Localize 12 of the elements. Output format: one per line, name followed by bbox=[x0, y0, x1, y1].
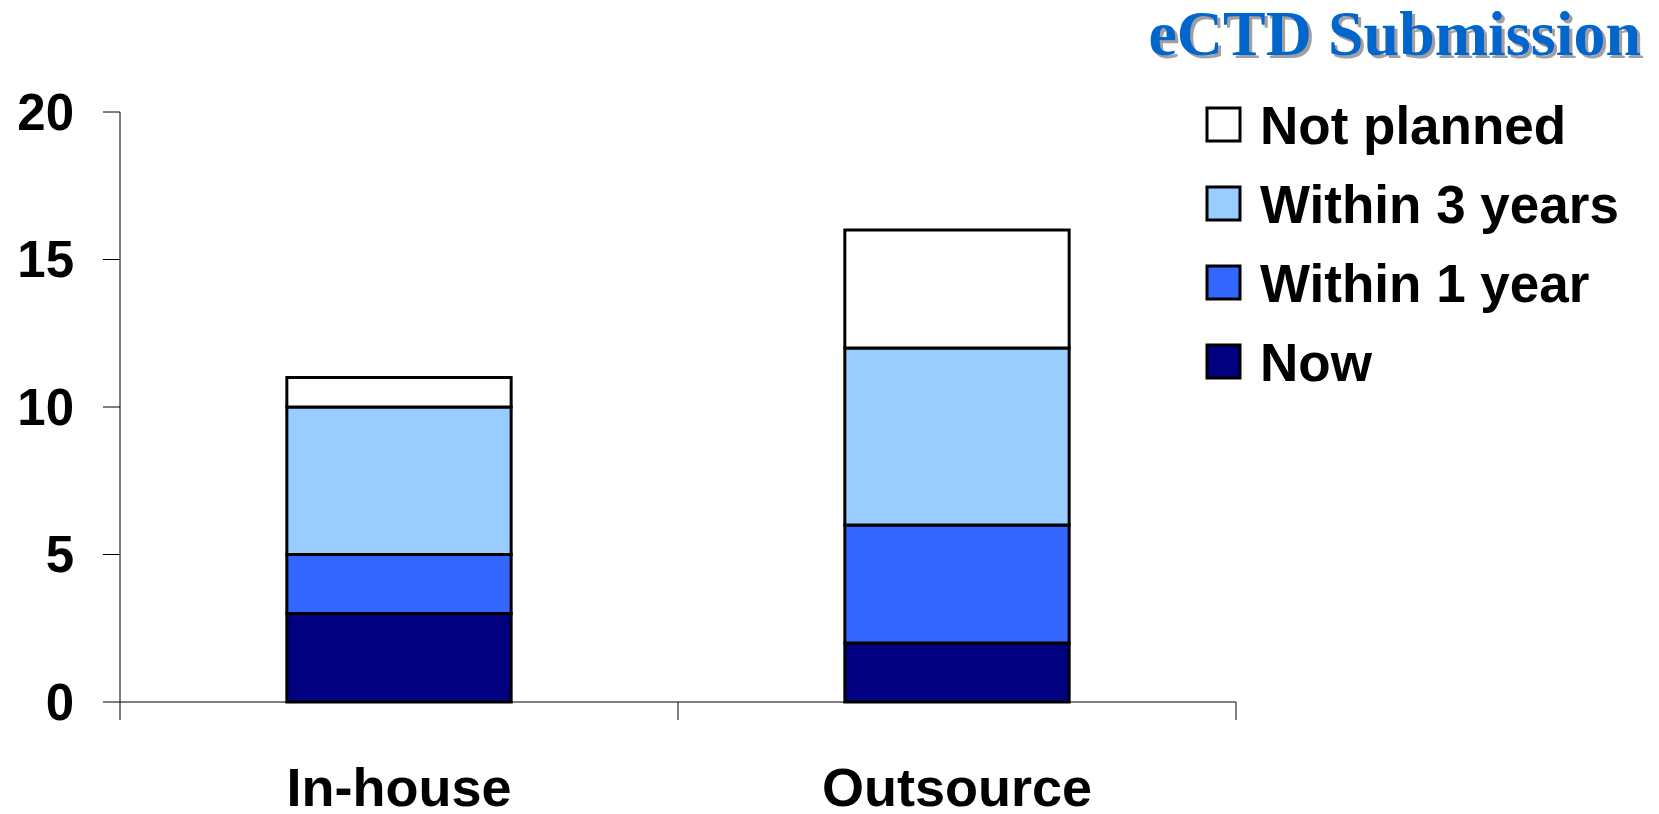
y-tick-label: 20 bbox=[17, 83, 74, 141]
x-tick-label: Outsource bbox=[821, 757, 1093, 814]
y-tick-label: 0 bbox=[45, 673, 74, 731]
legend-label: Not planned bbox=[1260, 95, 1567, 155]
y-tick-label: 10 bbox=[17, 378, 74, 436]
x-tick-label: In-house bbox=[286, 757, 512, 814]
y-tick-label: 15 bbox=[17, 231, 74, 288]
text: eCTD Submission bbox=[1148, 0, 1641, 69]
y-tick-label: 5 bbox=[45, 526, 74, 583]
legend-label: Within 3 years bbox=[1260, 174, 1619, 234]
legend-label: Within 1 year bbox=[1260, 253, 1590, 313]
legend-label: Now bbox=[1260, 332, 1373, 392]
